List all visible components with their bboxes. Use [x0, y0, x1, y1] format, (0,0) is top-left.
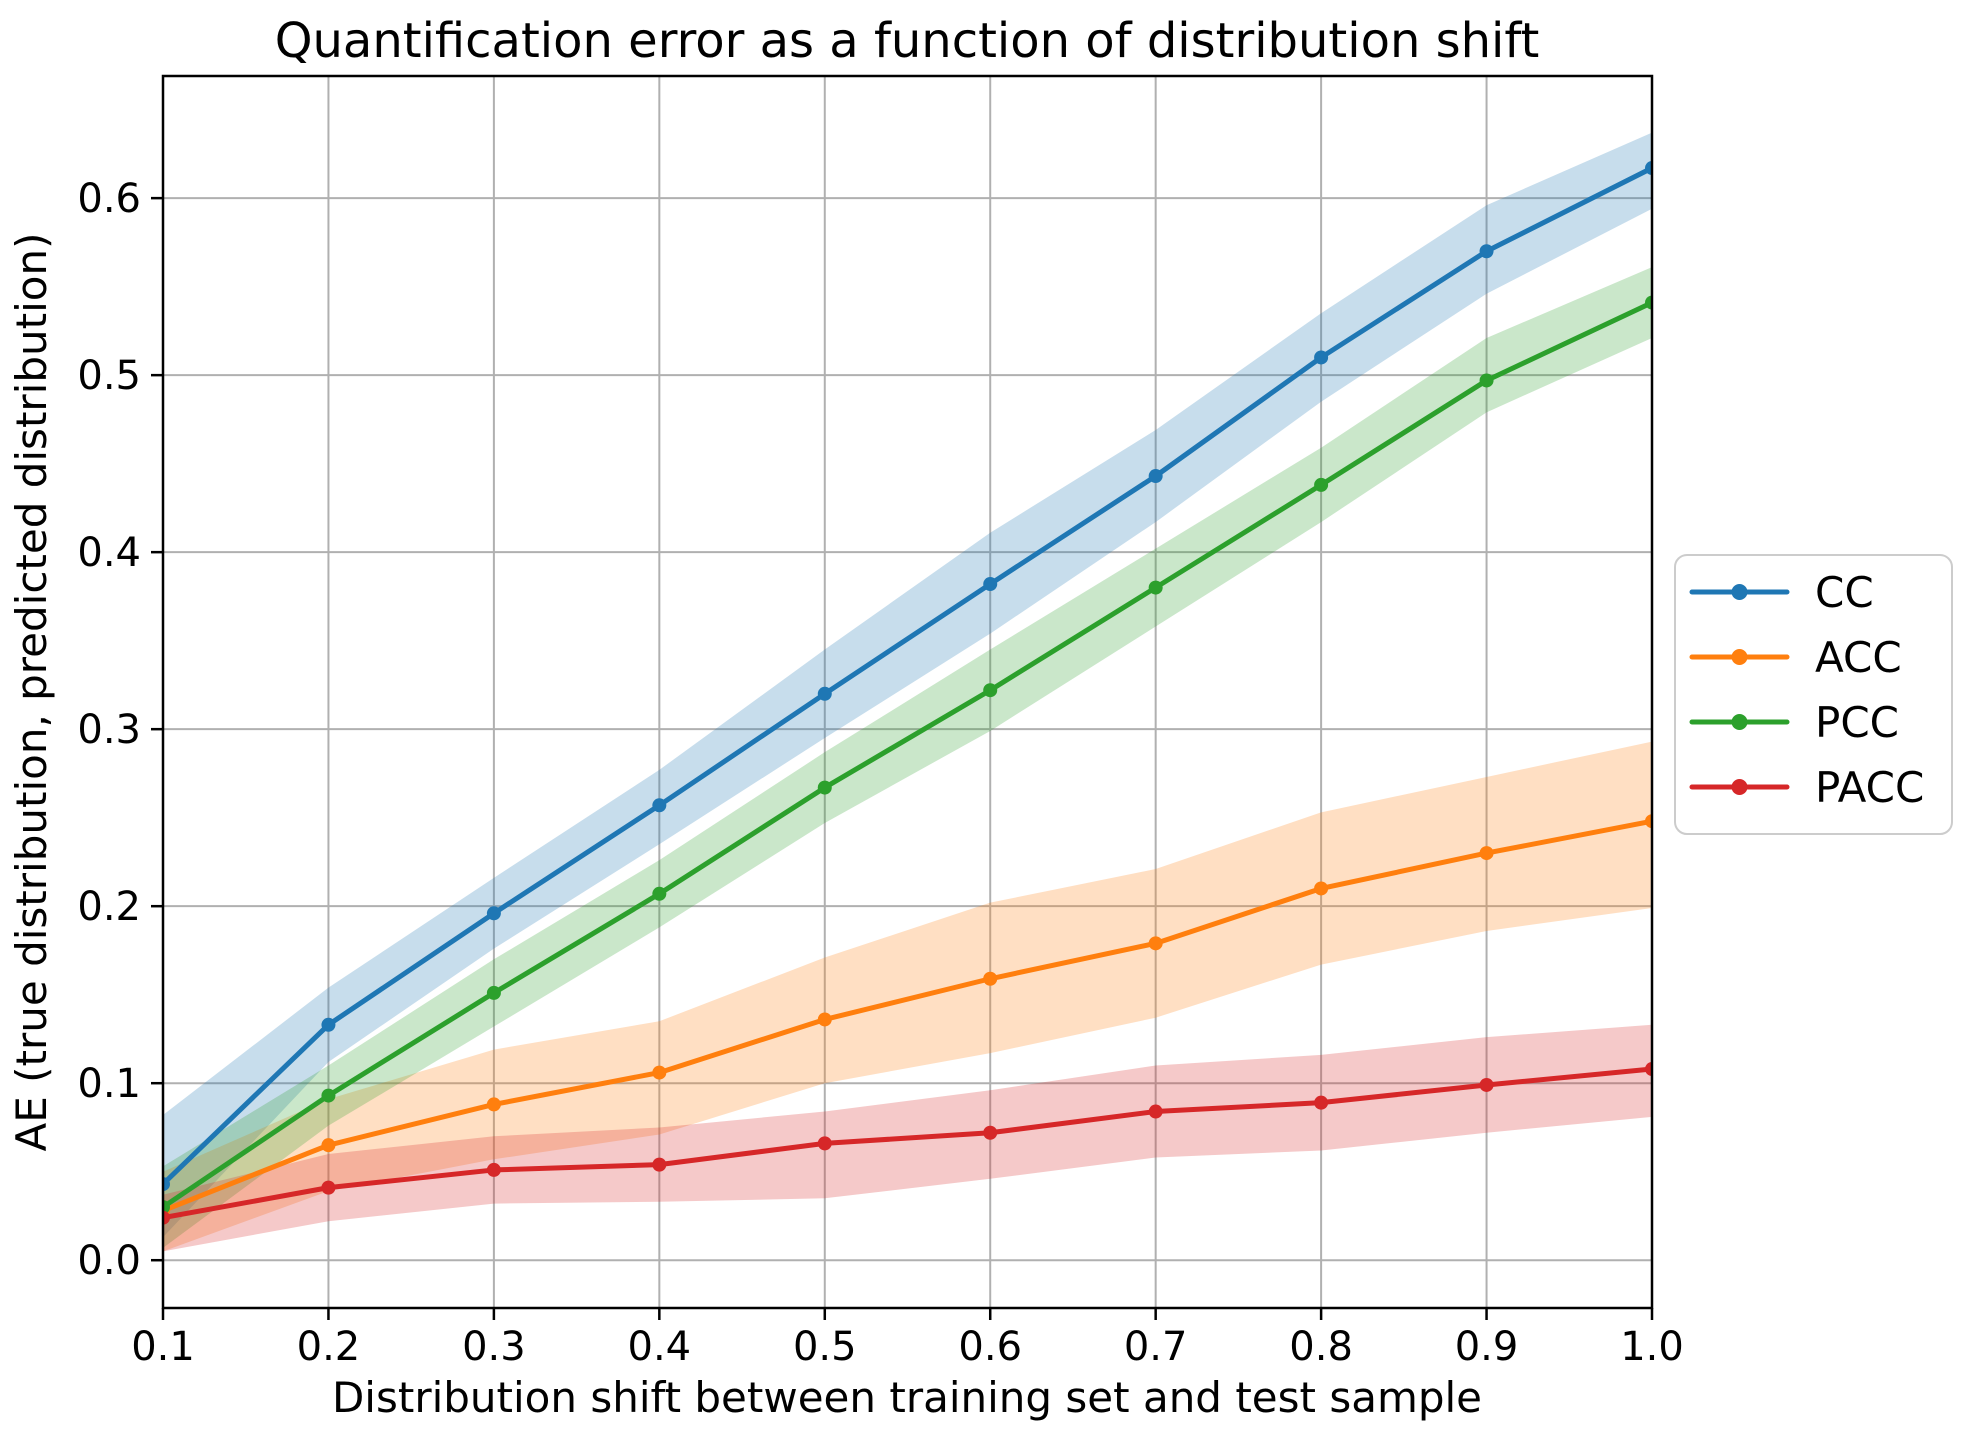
- legend-label: PCC: [1815, 698, 1899, 747]
- legend-label: PACC: [1815, 763, 1924, 812]
- y-tick-label: 0.5: [77, 353, 141, 399]
- y-tick-label: 0.4: [77, 530, 141, 576]
- data-point-pacc: [163, 1210, 170, 1225]
- legend-item-pacc: PACC: [1689, 763, 1924, 812]
- data-point-cc: [321, 1017, 336, 1032]
- y-tick-label: 0.6: [77, 176, 141, 222]
- data-point-acc: [983, 971, 998, 986]
- legend-label: ACC: [1815, 633, 1902, 682]
- x-tick-label: 0.3: [462, 1324, 526, 1370]
- data-point-acc: [1314, 881, 1329, 896]
- legend-item-cc: CC: [1689, 568, 1874, 617]
- x-tick-label: 0.5: [793, 1324, 857, 1370]
- data-point-acc: [486, 1097, 501, 1112]
- data-point-acc: [1479, 846, 1494, 861]
- data-point-pcc: [486, 985, 501, 1000]
- data-point-pacc: [817, 1136, 832, 1151]
- data-point-cc: [983, 577, 998, 592]
- data-point-cc: [1645, 161, 1652, 176]
- data-point-cc: [163, 1177, 170, 1192]
- axes-spines: [161, 74, 1654, 1310]
- data-point-cc: [486, 906, 501, 921]
- y-tick-labels: 0.0 0.1 0.2 0.3 0.4 0.5 0.6: [77, 176, 141, 1284]
- legend: CC ACC PCC PACC: [1674, 554, 1953, 835]
- data-point-pcc: [1314, 477, 1329, 492]
- data-point-pacc: [321, 1180, 336, 1195]
- legend-items: CC ACC PCC PACC: [1689, 568, 1924, 812]
- series-line-pacc: [163, 1066, 1652, 1221]
- series-line-pcc: [163, 300, 1652, 1210]
- series-line-acc: [163, 818, 1652, 1214]
- x-tick-label: 1.0: [1620, 1324, 1684, 1370]
- x-tick-label: 0.2: [297, 1324, 361, 1370]
- legend-marker-dot: [1731, 714, 1748, 730]
- x-tick-label: 0.7: [1124, 1324, 1188, 1370]
- data-point-pcc: [163, 1200, 170, 1215]
- legend-marker-dot: [1731, 779, 1748, 795]
- data-point-pcc: [652, 886, 667, 901]
- data-point-pcc: [817, 780, 832, 795]
- data-point-acc: [321, 1138, 336, 1153]
- x-tick-label: 0.6: [958, 1324, 1022, 1370]
- x-axis-label: Distribution shift between training set …: [332, 1373, 1482, 1422]
- confidence-band-acc: [163, 741, 1652, 1252]
- data-point-pacc: [983, 1125, 998, 1140]
- x-tick-label: 0.1: [131, 1324, 195, 1370]
- data-point-pacc: [1479, 1077, 1494, 1092]
- data-point-pcc: [983, 683, 998, 698]
- chart-title: Quantification error as a function of di…: [275, 13, 1540, 69]
- series-lines: [163, 161, 1652, 1225]
- data-point-pacc: [652, 1157, 667, 1172]
- legend-box: [1674, 554, 1953, 835]
- data-point-acc: [1645, 814, 1652, 829]
- data-point-cc: [1148, 469, 1163, 484]
- legend-item-acc: ACC: [1689, 633, 1902, 682]
- data-point-pcc: [1479, 373, 1494, 388]
- x-tick-label: 0.4: [628, 1324, 692, 1370]
- data-point-pacc: [1645, 1062, 1652, 1077]
- x-tick-labels: 0.1 0.2 0.3 0.4 0.5 0.6 0.7 0.8 0.9 1.0: [131, 1324, 1684, 1370]
- x-tick-label: 0.9: [1455, 1324, 1519, 1370]
- plot-area: [163, 76, 1652, 1308]
- legend-label: CC: [1815, 568, 1874, 617]
- data-point-cc: [1479, 244, 1494, 259]
- legend-item-pcc: PCC: [1689, 698, 1899, 747]
- confidence-band-cc: [163, 132, 1652, 1238]
- data-point-acc: [1148, 936, 1163, 951]
- axis-ticks: [151, 196, 1654, 1320]
- data-point-pcc: [321, 1088, 336, 1103]
- data-point-cc: [1314, 350, 1329, 365]
- y-tick-label: 0.1: [77, 1061, 141, 1107]
- data-point-acc: [817, 1012, 832, 1027]
- data-point-acc: [652, 1065, 667, 1080]
- y-tick-label: 0.0: [77, 1238, 141, 1284]
- data-point-pacc: [1314, 1095, 1329, 1110]
- y-axis-label: AE (true distribution, predicted distrib…: [7, 233, 56, 1152]
- legend-marker-dot: [1731, 584, 1748, 600]
- x-tick-label: 0.8: [1289, 1324, 1353, 1370]
- data-point-pcc: [1148, 580, 1163, 595]
- y-tick-label: 0.2: [77, 884, 141, 930]
- data-point-pacc: [1148, 1104, 1163, 1119]
- data-point-pacc: [486, 1162, 501, 1177]
- series-line-cc: [163, 165, 1652, 1187]
- data-point-cc: [652, 798, 667, 813]
- y-tick-label: 0.3: [77, 707, 141, 753]
- data-point-pcc: [1645, 295, 1652, 310]
- legend-marker-dot: [1731, 649, 1748, 665]
- data-point-cc: [817, 686, 832, 701]
